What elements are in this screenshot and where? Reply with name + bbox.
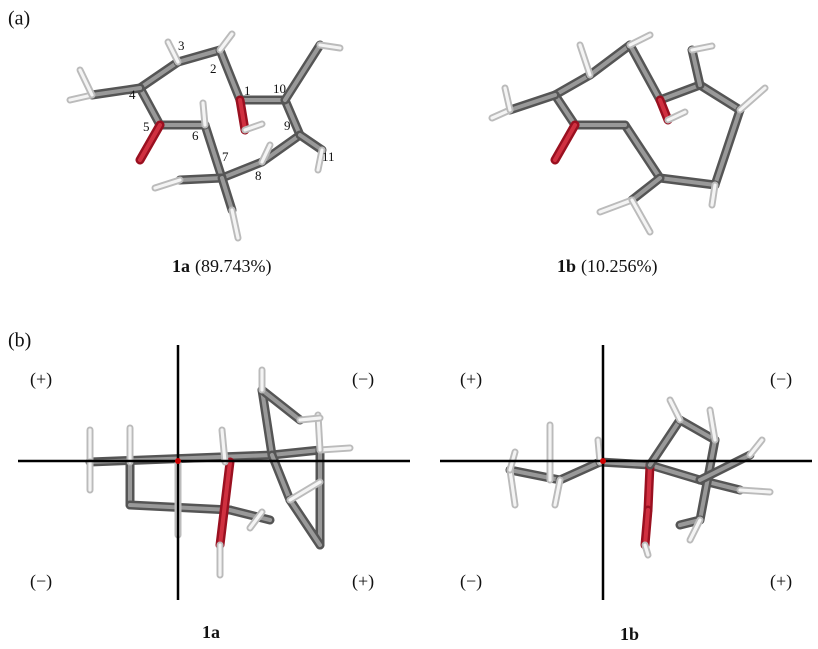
conformer-population: (10.256%)	[581, 256, 657, 277]
conformer-name: 1b	[557, 256, 576, 276]
bond-highlight	[740, 490, 770, 492]
quadrant-sign: (−)	[770, 369, 792, 390]
panel-label: (a)	[8, 8, 30, 30]
bond-highlight	[555, 125, 575, 160]
quadrant-sign: (+)	[352, 571, 374, 592]
bond-highlight	[80, 70, 92, 95]
bond-highlight	[650, 465, 700, 480]
conformer-name: 1a	[172, 256, 190, 276]
bond-highlight	[285, 45, 320, 100]
atom-number: 1	[244, 83, 251, 98]
quadrant-sign: (−)	[30, 571, 52, 592]
bond-highlight	[700, 85, 740, 110]
origin	[600, 458, 606, 464]
conformer-population: (89.743%)	[195, 256, 271, 277]
origin	[175, 458, 181, 464]
figure: (a) (b) 1 2 3 4 5 6 7 8 9 10 11 1a (89.7…	[0, 0, 818, 649]
quadrant-sign: (+)	[770, 571, 792, 592]
atom-number: 6	[192, 128, 199, 143]
bond-highlight	[590, 45, 630, 75]
atom-number: 8	[255, 168, 262, 183]
atom-number: 11	[322, 149, 335, 164]
bond-highlight	[555, 75, 590, 95]
projection-name: 1a	[202, 622, 220, 642]
atom-number: 9	[284, 118, 291, 133]
bond-highlight	[650, 420, 680, 465]
atom-number: 2	[210, 61, 217, 76]
bond-highlight	[625, 125, 660, 178]
atom-number: 7	[222, 149, 229, 164]
projection-name: 1b	[620, 624, 639, 644]
bond-highlight	[555, 95, 575, 125]
bond-highlight	[632, 200, 650, 232]
molecules	[70, 34, 770, 575]
bond-highlight	[320, 448, 350, 450]
quadrant-sign: (−)	[352, 369, 374, 390]
atom-number: 10	[273, 81, 286, 96]
bond-highlight	[632, 178, 660, 200]
bond-highlight	[300, 418, 320, 420]
atom-number: 4	[129, 87, 136, 102]
bond-highlight	[203, 103, 205, 125]
bond-highlight	[648, 465, 650, 510]
bond-highlight	[560, 462, 600, 480]
atom-number: 3	[178, 38, 185, 53]
atom-number: 5	[143, 119, 150, 134]
bond-highlight	[740, 88, 765, 110]
quadrant-sign: (+)	[30, 369, 52, 390]
bond-highlight	[600, 200, 632, 212]
bond-highlight	[180, 178, 222, 180]
bond-highlight	[220, 50, 240, 100]
bond-highlight	[715, 110, 740, 185]
bond-highlight	[140, 62, 178, 88]
bond-highlight	[205, 125, 222, 178]
bond-highlight	[510, 95, 555, 110]
bond-highlight	[660, 85, 700, 100]
bond-highlight	[598, 440, 600, 462]
bond-highlight	[630, 45, 660, 100]
quadrant-sign: (−)	[460, 571, 482, 592]
panel-label: (b)	[8, 330, 31, 352]
quadrant-sign: (+)	[460, 369, 482, 390]
